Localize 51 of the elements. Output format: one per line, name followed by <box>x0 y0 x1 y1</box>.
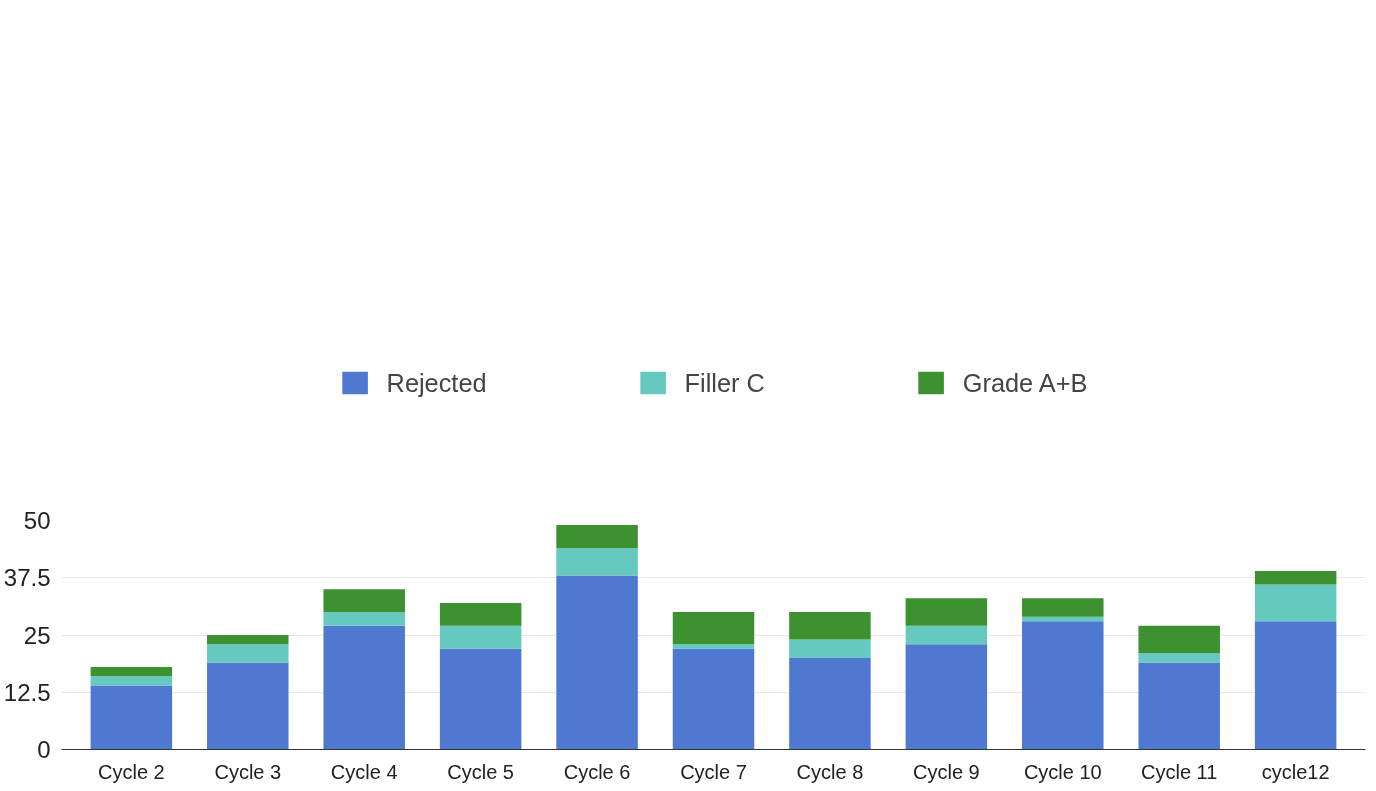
bar <box>905 598 988 626</box>
bar <box>1254 584 1337 622</box>
bar <box>439 625 522 649</box>
bar <box>789 612 871 640</box>
x-tick-label: Cycle 7 <box>680 760 747 783</box>
legend-label: Rejected <box>386 368 487 398</box>
x-tick-label: Cycle 4 <box>330 760 398 783</box>
bar <box>905 625 988 645</box>
bar <box>323 589 405 613</box>
x-tick-label: Cycle 6 <box>563 760 631 783</box>
bar <box>672 612 755 645</box>
x-tick-label: Cycle 9 <box>913 760 980 783</box>
bar <box>207 635 289 645</box>
x-tick-label: Cycle 8 <box>796 760 864 783</box>
y-tick-label: 37.5 <box>3 564 51 592</box>
x-tick-label: Cycle 11 <box>1141 760 1218 783</box>
legend-label: Filler C <box>684 368 765 398</box>
bar <box>1138 662 1220 750</box>
bar <box>439 602 522 626</box>
bar <box>789 657 871 750</box>
x-tick-label: Cycle 10 <box>1023 760 1102 783</box>
bar <box>1138 653 1220 663</box>
bar <box>90 685 173 750</box>
bar <box>1138 625 1220 654</box>
y-tick-label: 25 <box>23 621 51 649</box>
bar <box>672 648 755 750</box>
bar <box>207 644 289 663</box>
legend-label: Grade A+B <box>962 368 1088 398</box>
bar <box>556 525 638 548</box>
bar <box>1022 598 1104 617</box>
x-tick-label: cycle12 <box>1261 760 1330 783</box>
y-tick-label: 12.5 <box>3 678 51 706</box>
bar <box>1254 621 1337 750</box>
bar <box>323 625 405 750</box>
x-tick-label: Cycle 2 <box>98 760 165 783</box>
bar <box>90 676 173 686</box>
x-tick-label: Cycle 3 <box>214 760 282 783</box>
bar <box>789 639 871 658</box>
x-tick-label: Cycle 5 <box>447 760 514 783</box>
bar <box>439 648 522 750</box>
bar <box>905 644 988 750</box>
y-tick-label: 50 <box>23 507 51 534</box>
bar <box>90 667 173 677</box>
bar <box>556 575 638 750</box>
y-tick-label: 0 <box>37 736 51 763</box>
bar <box>556 547 638 576</box>
bar <box>323 612 405 626</box>
bar <box>207 662 289 750</box>
bar <box>1254 570 1337 585</box>
bar <box>672 644 755 649</box>
bar <box>1022 621 1104 750</box>
